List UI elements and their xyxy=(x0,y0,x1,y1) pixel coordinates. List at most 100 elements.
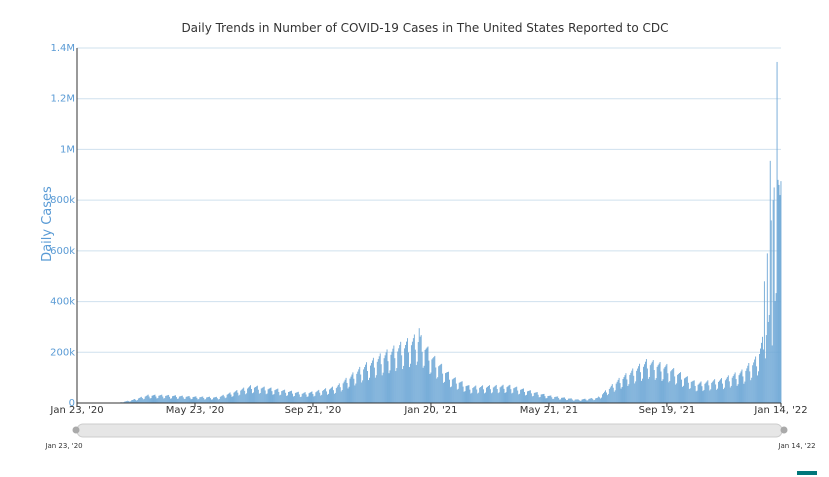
range-end-handle[interactable] xyxy=(780,426,788,434)
daily-case-bar xyxy=(431,359,433,403)
daily-case-bar xyxy=(361,382,363,403)
daily-case-bar xyxy=(213,397,214,403)
daily-case-bar xyxy=(298,394,300,403)
daily-case-bar xyxy=(239,394,241,403)
daily-case-bar xyxy=(372,357,374,403)
daily-case-bar xyxy=(126,401,128,403)
daily-case-bar xyxy=(204,399,206,403)
daily-case-bar xyxy=(215,396,217,403)
daily-case-bar xyxy=(264,390,266,403)
daily-case-bar xyxy=(377,359,379,403)
daily-case-bar xyxy=(498,392,500,403)
daily-case-bar xyxy=(227,393,229,403)
daily-case-bar xyxy=(170,398,172,403)
daily-case-bar xyxy=(466,385,468,403)
daily-case-bar xyxy=(433,356,435,403)
grid-lines xyxy=(77,47,781,353)
daily-case-bar xyxy=(765,335,767,403)
daily-case-bar xyxy=(490,393,492,403)
daily-case-bar xyxy=(454,377,456,403)
daily-case-bar xyxy=(714,379,716,403)
daily-case-bar xyxy=(344,379,346,403)
x-tick-label: Jan 14, '22 xyxy=(753,405,807,416)
daily-case-bar xyxy=(497,393,499,403)
daily-case-bar xyxy=(381,375,383,403)
daily-case-bar xyxy=(373,367,375,403)
daily-case-bar xyxy=(135,400,137,403)
daily-case-bar xyxy=(597,397,599,403)
daily-case-bar xyxy=(514,387,516,403)
daily-case-bar xyxy=(721,378,722,403)
daily-case-bar xyxy=(259,392,261,403)
daily-case-bar xyxy=(128,401,130,403)
daily-case-bar xyxy=(222,394,224,403)
daily-case-bar xyxy=(733,374,735,403)
daily-case-bar xyxy=(708,385,710,403)
daily-case-bar xyxy=(322,390,324,403)
daily-case-bar xyxy=(286,395,288,403)
daily-case-bar xyxy=(270,387,272,403)
daily-case-bar xyxy=(252,393,253,403)
daily-case-bar xyxy=(482,385,484,403)
daily-case-bar xyxy=(624,375,626,403)
daily-case-bar xyxy=(551,397,553,403)
daily-case-bar xyxy=(160,395,162,403)
daily-case-bar xyxy=(408,352,409,403)
daily-case-bar xyxy=(715,384,717,403)
daily-case-bar xyxy=(167,395,169,403)
daily-case-bar xyxy=(736,385,738,403)
daily-case-bar xyxy=(680,372,681,403)
daily-case-bar xyxy=(753,362,755,403)
date-range-navigator[interactable]: Jan 23, '20 Jan 14, '22 xyxy=(44,423,816,450)
daily-case-bar xyxy=(350,376,352,403)
daily-case-bar xyxy=(743,383,745,403)
daily-case-bar xyxy=(448,371,449,403)
daily-case-bar xyxy=(745,370,747,403)
daily-case-bar xyxy=(642,378,643,403)
daily-case-bar xyxy=(428,360,430,403)
daily-case-bar xyxy=(459,382,461,403)
daily-case-bar xyxy=(343,381,345,403)
daily-case-bar xyxy=(718,381,720,403)
daily-case-bar xyxy=(678,373,680,403)
daily-case-bar xyxy=(684,377,686,403)
daily-case-bar xyxy=(218,398,220,403)
daily-case-bar xyxy=(426,347,428,403)
daily-case-bar xyxy=(310,392,312,403)
daily-case-bar xyxy=(556,396,558,403)
daily-case-bar xyxy=(724,380,726,403)
daily-case-bar xyxy=(532,395,534,403)
daily-case-bar xyxy=(187,396,189,403)
daily-case-bar xyxy=(530,393,532,403)
daily-case-bar xyxy=(314,395,316,403)
daily-case-bar xyxy=(444,381,446,403)
daily-case-bar xyxy=(523,388,524,403)
daily-case-bar xyxy=(231,396,233,403)
daily-case-bar xyxy=(582,399,584,403)
daily-case-bar xyxy=(559,399,561,403)
daily-case-bar xyxy=(578,400,580,403)
daily-case-bar xyxy=(221,395,223,403)
daily-case-bar xyxy=(554,396,556,403)
daily-case-bar xyxy=(305,394,307,403)
daily-case-bar xyxy=(205,399,207,403)
daily-case-bar xyxy=(317,390,319,403)
range-slider-track[interactable] xyxy=(76,423,783,438)
daily-case-bar xyxy=(450,386,452,403)
daily-case-bar xyxy=(571,399,573,403)
daily-case-bar xyxy=(429,373,431,403)
daily-case-bar xyxy=(685,376,687,403)
daily-case-bar xyxy=(297,391,299,403)
daily-case-bar xyxy=(165,395,167,403)
daily-case-bar xyxy=(158,395,160,403)
daily-case-bar xyxy=(364,367,366,403)
daily-case-bar xyxy=(644,361,646,403)
x-axis-ticks: Jan 23, '20 May 23, '20 Sep 21, '20 Jan 20,… xyxy=(49,403,808,416)
daily-case-bar xyxy=(148,396,150,403)
daily-case-bar xyxy=(722,389,724,403)
daily-case-bar xyxy=(706,381,708,403)
daily-case-bar xyxy=(147,394,149,403)
daily-case-bar xyxy=(703,389,705,403)
range-start-handle[interactable] xyxy=(72,426,80,434)
x-tick-label: Jan 20, '21 xyxy=(403,405,457,416)
